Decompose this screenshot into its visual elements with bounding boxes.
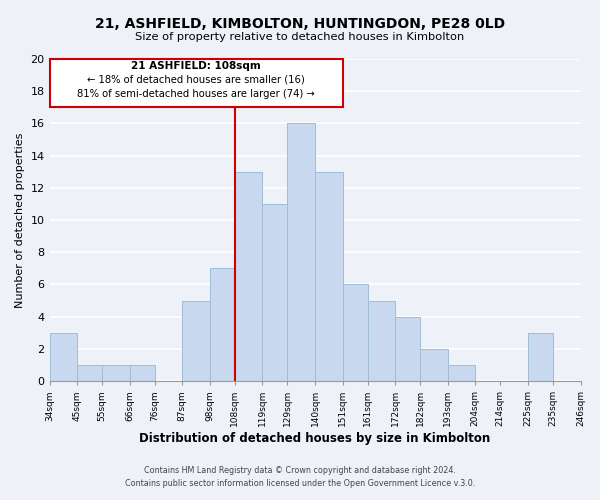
Bar [343, 284, 368, 381]
Bar [315, 172, 343, 381]
Y-axis label: Number of detached properties: Number of detached properties [15, 132, 25, 308]
Bar [448, 365, 475, 381]
Bar [102, 365, 130, 381]
X-axis label: Distribution of detached houses by size in Kimbolton: Distribution of detached houses by size … [139, 432, 491, 445]
Bar [235, 172, 262, 381]
Bar [210, 268, 235, 381]
Text: Contains HM Land Registry data © Crown copyright and database right 2024.
Contai: Contains HM Land Registry data © Crown c… [125, 466, 475, 487]
Bar [262, 204, 287, 381]
Bar [420, 349, 448, 381]
Bar [50, 332, 77, 381]
Text: Size of property relative to detached houses in Kimbolton: Size of property relative to detached ho… [136, 32, 464, 42]
Text: 21 ASHFIELD: 108sqm: 21 ASHFIELD: 108sqm [131, 61, 261, 71]
Text: 81% of semi-detached houses are larger (74) →: 81% of semi-detached houses are larger (… [77, 88, 315, 99]
Bar [77, 365, 102, 381]
Bar [395, 316, 420, 381]
Bar [368, 300, 395, 381]
Bar [528, 332, 553, 381]
Bar [130, 365, 155, 381]
Bar [182, 300, 210, 381]
Text: ← 18% of detached houses are smaller (16): ← 18% of detached houses are smaller (16… [87, 75, 305, 85]
Bar [287, 124, 315, 381]
Bar [50, 59, 343, 108]
Text: 21, ASHFIELD, KIMBOLTON, HUNTINGDON, PE28 0LD: 21, ASHFIELD, KIMBOLTON, HUNTINGDON, PE2… [95, 18, 505, 32]
